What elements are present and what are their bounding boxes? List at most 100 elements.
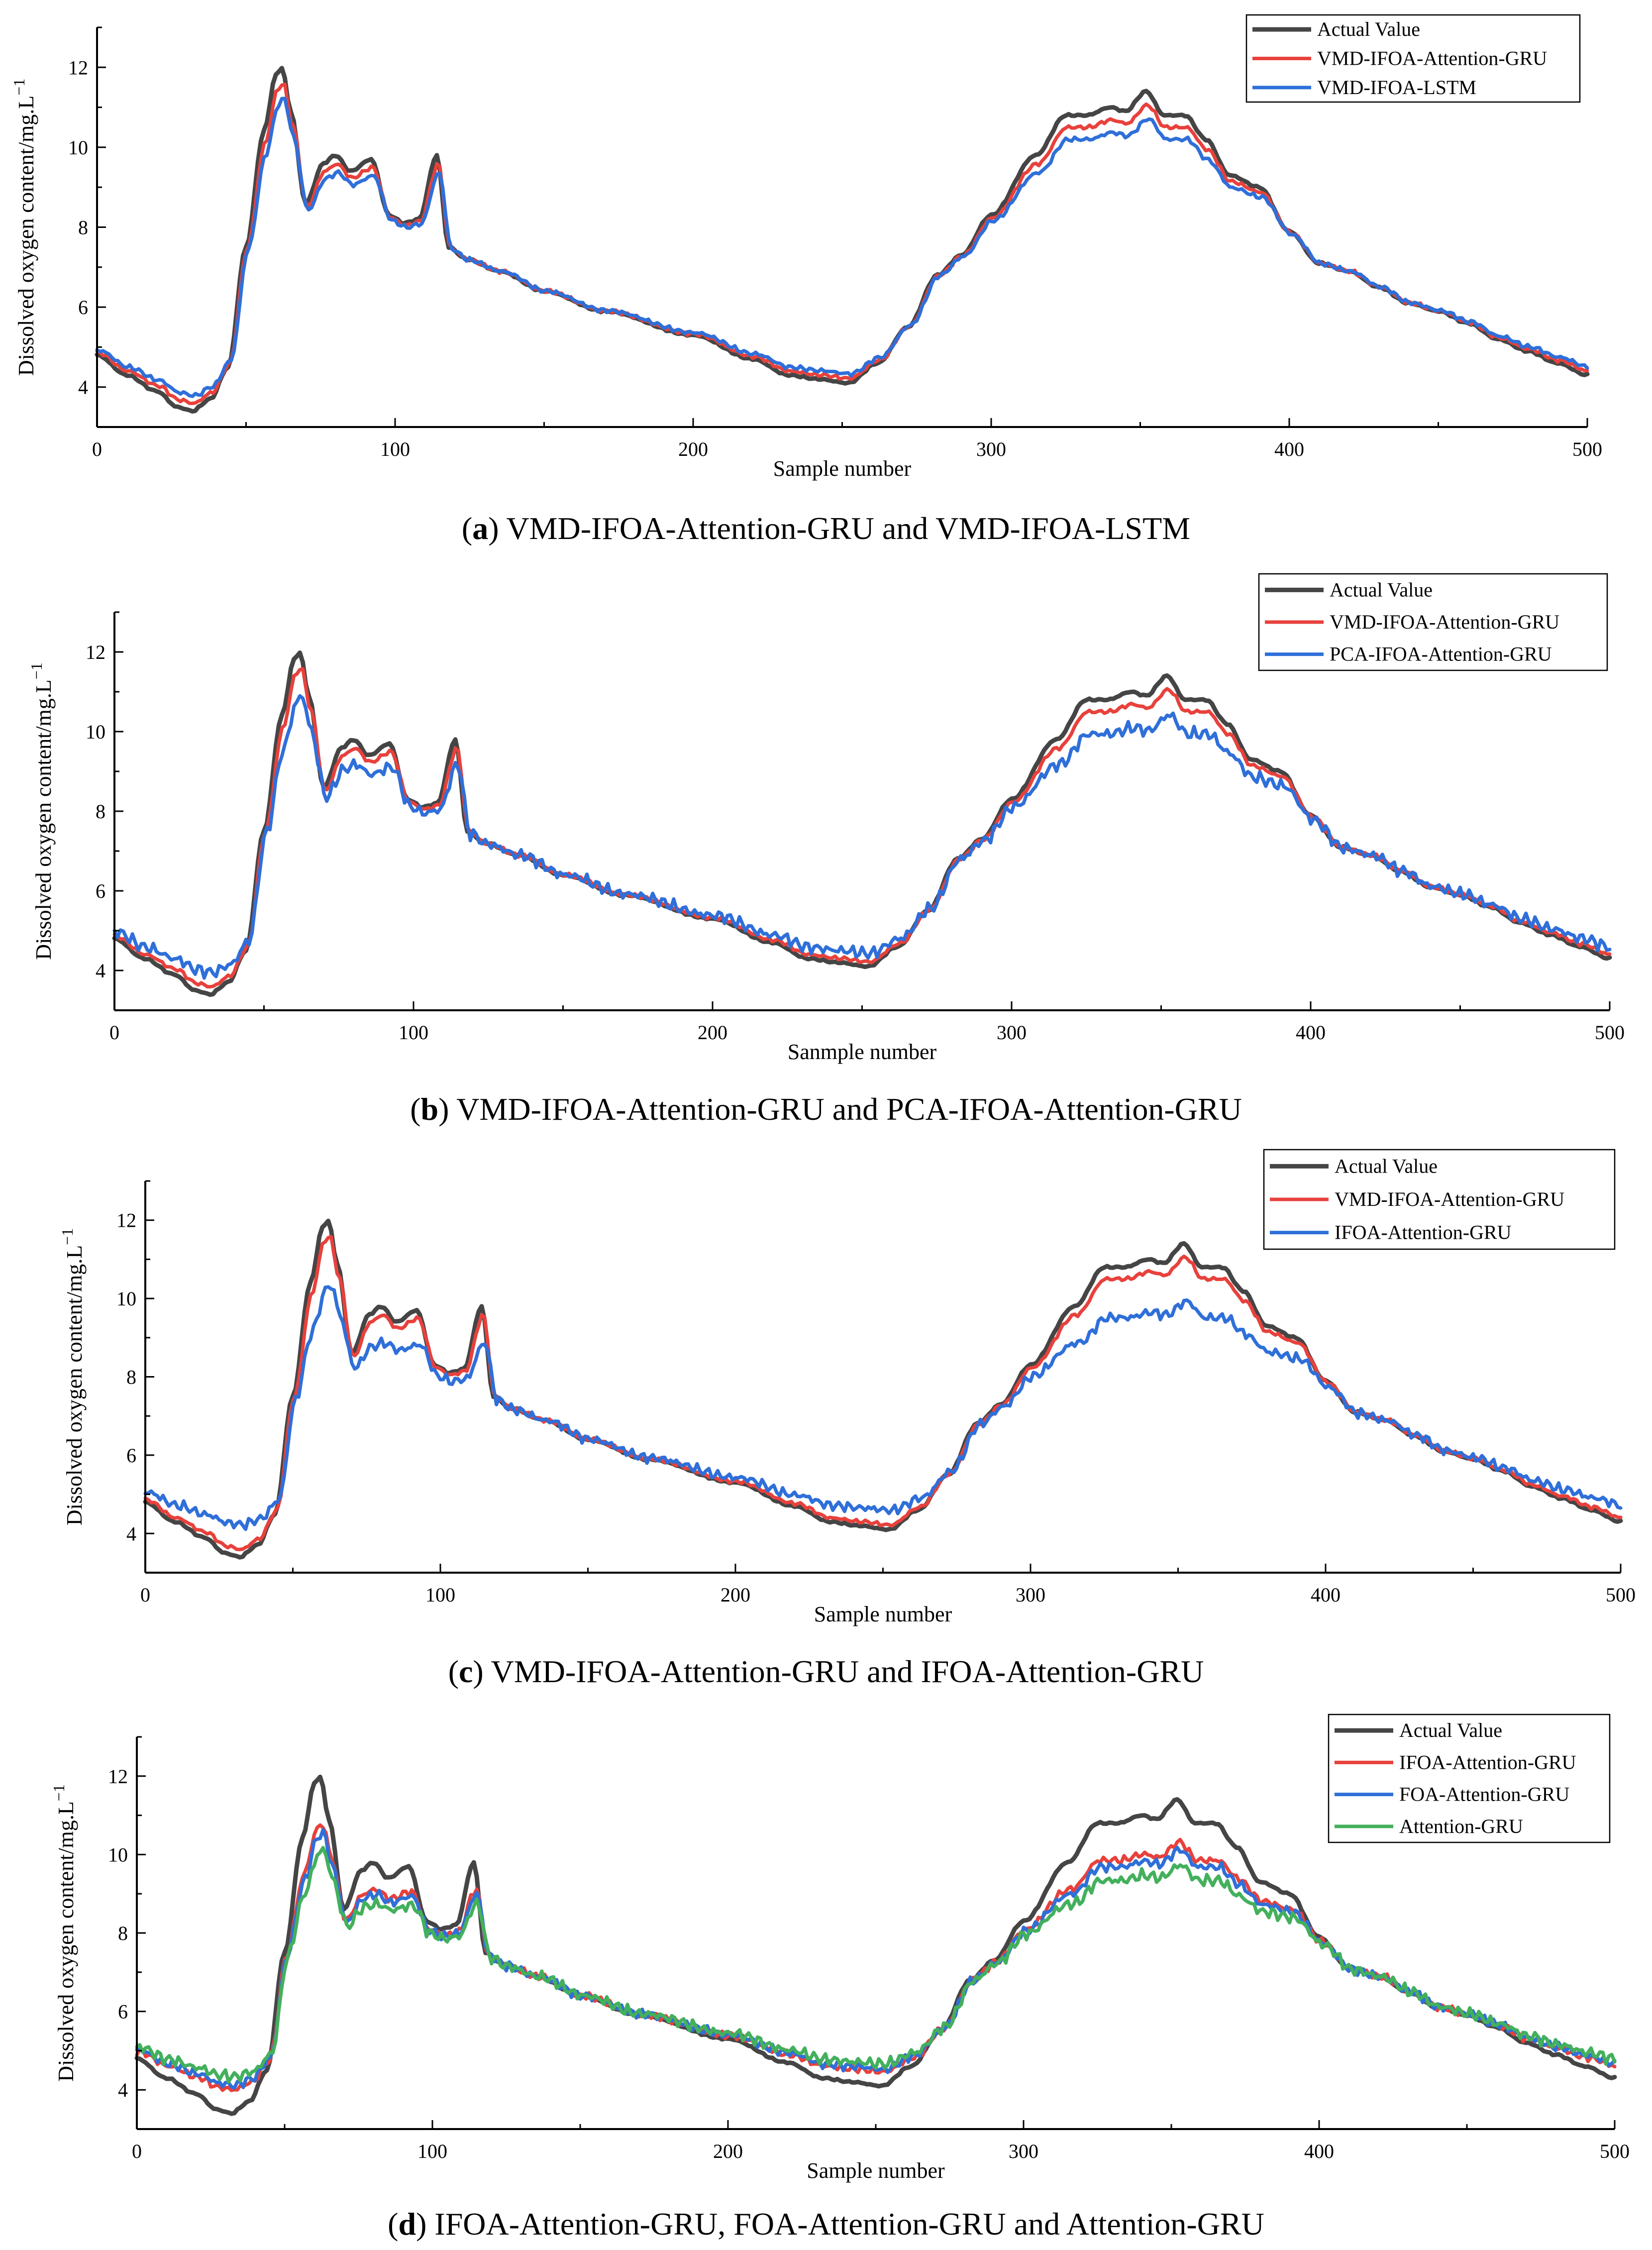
chart-panel-d: 0 100 200 300 400 500 4 6 8 10 12 Sample number Diss… [50, 1714, 1630, 2242]
x-tick-label: 200 [713, 2140, 743, 2162]
panel-caption: (d) IFOA-Attention-GRU, FOA-Attention-GR… [388, 2206, 1264, 2242]
y-axis-title-superscript: −1 [50, 1784, 68, 1801]
y-axis-title-superscript: −1 [10, 79, 28, 96]
y-tick-label: 12 [116, 1209, 136, 1232]
panel-caption: (a) VMD-IFOA-Attention-GRU and VMD-IFOA-… [462, 511, 1190, 546]
legend-label: FOA-Attention-GRU [1399, 1783, 1569, 1806]
y-tick-label: 6 [78, 296, 88, 319]
caption-text: VMD-IFOA-Attention-GRU and VMD-IFOA-LSTM [499, 511, 1191, 546]
chart-panel-c: 0 100 200 300 400 500 4 6 8 10 12 Sample number Diss… [58, 1149, 1636, 1689]
caption-letter: c [459, 1654, 473, 1689]
x-tick-label: 100 [417, 2140, 447, 2162]
caption-open-paren: ( [388, 2206, 398, 2242]
caption-close-paren: ) [488, 511, 499, 546]
legend-box [1328, 1714, 1611, 1843]
legend: Actual Value VMD-IFOA-Attention-GRU PCA-IF… [1258, 573, 1608, 671]
y-tick-label: 6 [118, 2001, 128, 2023]
x-tick-label: 500 [1572, 438, 1602, 460]
y-axis-title: Dissolved oxygen content/mg.L−1 [10, 79, 38, 376]
caption-open-paren: ( [448, 1654, 459, 1689]
series-line-vmd-ifoa-attention-gru [95, 82, 1589, 405]
series-group [112, 650, 1612, 997]
y-tick-label: 6 [96, 880, 105, 902]
chart-panel-b: 0 100 200 300 400 500 4 6 8 10 12 Sanmple number Dis… [27, 573, 1625, 1127]
legend-label: IFOA-Attention-GRU [1335, 1221, 1512, 1244]
series-group [143, 1218, 1623, 1560]
series-group [134, 1774, 1617, 2116]
caption-close-paren: ) [473, 1654, 483, 1689]
y-axis-title-text: Dissolved oxygen content/mg.L [62, 1245, 87, 1525]
legend: Actual Value VMD-IFOA-Attention-GRU VMD-IF… [1245, 14, 1581, 103]
x-axis-title: Sample number [807, 2158, 945, 2183]
legend-label: PCA-IFOA-Attention-GRU [1330, 643, 1552, 665]
panel-caption: (b) VMD-IFOA-Attention-GRU and PCA-IFOA-… [410, 1091, 1242, 1127]
legend-label: Actual Value [1399, 1719, 1502, 1741]
x-tick-label: 200 [721, 1584, 750, 1606]
y-tick-label: 4 [126, 1522, 136, 1545]
caption-letter: a [472, 511, 488, 546]
y-tick-label: 6 [126, 1444, 136, 1467]
x-tick-label: 100 [380, 438, 410, 460]
y-tick-label: 8 [96, 800, 105, 823]
series-line-ifoa-attention-gru [135, 1823, 1617, 2092]
caption-text: VMD-IFOA-Attention-GRU and IFOA-Attentio… [484, 1654, 1204, 1689]
legend-label: Actual Value [1335, 1155, 1438, 1177]
x-tick-label: 100 [399, 1021, 428, 1044]
legend-label: VMD-IFOA-Attention-GRU [1317, 47, 1547, 70]
x-tick-label: 0 [140, 1584, 150, 1606]
x-tick-label: 0 [92, 438, 102, 460]
y-axis-title-text: Dissolved oxygen content/mg.L [31, 679, 56, 960]
x-tick-label: 500 [1606, 1584, 1636, 1606]
y-axis-title-superscript: −1 [27, 662, 45, 679]
chart-panel-a: 0 100 200 300 400 500 4 6 8 10 12 Sample number Diss… [10, 14, 1602, 546]
y-axis-title: Dissolved oxygen content/mg.L−1 [58, 1228, 87, 1525]
y-tick-label: 4 [118, 2079, 128, 2101]
x-tick-label: 400 [1274, 438, 1304, 460]
y-tick-label: 8 [78, 216, 88, 239]
y-axis-title-text: Dissolved oxygen content/mg.L [14, 96, 38, 376]
series-line-ifoa-attention-gru [143, 1285, 1623, 1531]
series-line-vmd-ifoa-attention-gru [143, 1235, 1623, 1551]
x-tick-label: 500 [1600, 2140, 1630, 2162]
series-line-foa-attention-gru [135, 1828, 1617, 2090]
x-tick-label: 500 [1595, 1021, 1625, 1044]
y-tick-label: 10 [116, 1287, 136, 1310]
y-tick-label: 12 [108, 1765, 128, 1788]
y-tick-label: 8 [118, 1922, 128, 1944]
x-tick-label: 200 [698, 1021, 727, 1044]
legend-label: Attention-GRU [1399, 1815, 1523, 1837]
x-tick-label: 100 [425, 1584, 455, 1606]
caption-text: IFOA-Attention-GRU, FOA-Attention-GRU an… [426, 2206, 1264, 2242]
x-axis-title: Sanmple number [788, 1040, 937, 1064]
caption-close-paren: ) [416, 2206, 426, 2242]
series-line-vmd-ifoa-lstm [95, 97, 1589, 398]
legend-label: Actual Value [1317, 18, 1420, 40]
series-line-vmd-ifoa-attention-gru [112, 667, 1612, 989]
caption-text: VMD-IFOA-Attention-GRU and PCA-IFOA-Atte… [449, 1091, 1241, 1127]
y-tick-label: 12 [86, 641, 105, 663]
series-line-actual-value [95, 66, 1590, 414]
legend-label: IFOA-Attention-GRU [1399, 1751, 1576, 1773]
caption-open-paren: ( [462, 511, 472, 546]
x-tick-label: 0 [109, 1021, 119, 1044]
series-line-attention-gru [135, 1846, 1617, 2084]
caption-open-paren: ( [410, 1091, 420, 1127]
legend: Actual Value IFOA-Attention-GRU FOA-Attent… [1328, 1714, 1611, 1843]
y-tick-label: 4 [78, 376, 88, 399]
x-tick-label: 300 [1016, 1584, 1045, 1606]
x-tick-label: 400 [1296, 1021, 1326, 1044]
legend-label: VMD-IFOA-Attention-GRU [1330, 611, 1559, 633]
x-tick-label: 200 [678, 438, 708, 460]
series-line-pca-ifoa-attention-gru [112, 694, 1612, 980]
x-tick-label: 300 [976, 438, 1006, 460]
y-tick-label: 10 [86, 721, 105, 743]
caption-letter: b [421, 1091, 439, 1127]
legend-label: Actual Value [1330, 578, 1433, 601]
y-tick-label: 4 [96, 960, 105, 982]
x-axis-title: Sample number [814, 1602, 952, 1626]
series-line-actual-value [112, 650, 1612, 997]
legend-label: VMD-IFOA-LSTM [1317, 76, 1476, 99]
y-tick-label: 10 [68, 136, 88, 159]
x-tick-label: 300 [997, 1021, 1027, 1044]
